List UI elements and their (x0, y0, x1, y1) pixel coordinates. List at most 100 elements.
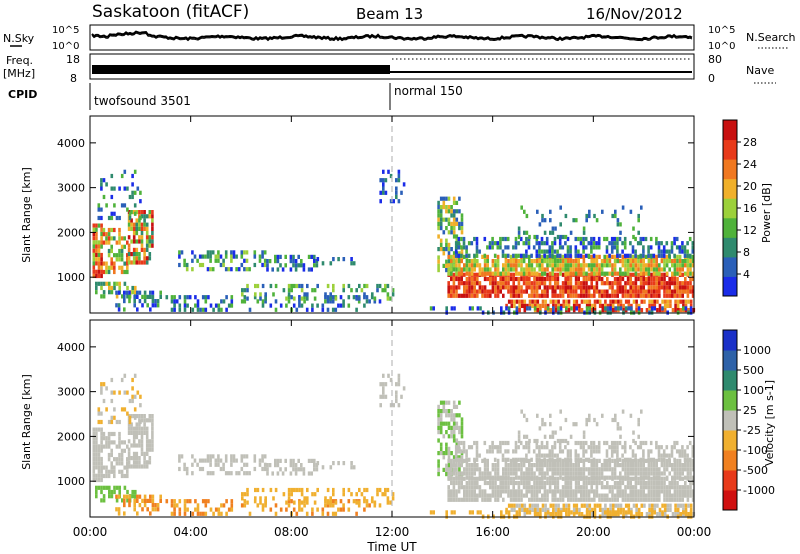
power-cell (686, 241, 689, 246)
velocity-cell (624, 475, 627, 480)
power-cell (675, 236, 679, 242)
velocity-cell (378, 503, 382, 508)
velocity-cell (463, 467, 466, 472)
velocity-cell (619, 471, 622, 476)
power-cell (102, 227, 106, 233)
power-cell (437, 209, 440, 214)
velocity-cell (541, 467, 544, 472)
power-cell (569, 276, 573, 282)
velocity-cell (647, 457, 650, 462)
velocity-cell (561, 485, 565, 490)
power-cell (470, 285, 474, 290)
power-cell (185, 267, 189, 272)
power-cell (97, 215, 101, 221)
velocity-cell (100, 419, 103, 425)
power-cell (668, 249, 671, 254)
velocity-cell (499, 440, 502, 446)
power-cell (460, 213, 464, 218)
velocity-cell (289, 471, 293, 476)
power-cell (608, 281, 612, 286)
velocity-cell (481, 458, 484, 463)
power-cell (143, 256, 146, 261)
power-cell (624, 271, 627, 276)
power-cell (454, 241, 458, 246)
power-cell (520, 303, 524, 308)
velocity-cell (183, 462, 186, 467)
power-cell (572, 267, 575, 272)
velocity-cell (193, 458, 197, 463)
velocity-cell (486, 449, 489, 454)
velocity-cell (135, 456, 139, 461)
power-cell (619, 276, 622, 282)
velocity-cell (115, 494, 118, 499)
velocity-cell (110, 377, 114, 383)
power-cell (585, 271, 588, 276)
velocity-cell (486, 480, 489, 486)
power-cell (678, 263, 682, 268)
power-cell (554, 293, 557, 298)
power-cell (337, 257, 340, 262)
power-cell (465, 293, 469, 298)
power-cell (339, 303, 343, 308)
power-cell (148, 256, 152, 261)
velocity-cell (556, 497, 560, 502)
velocity-cell (613, 480, 617, 486)
power-cell (243, 250, 246, 255)
power-cell (606, 254, 609, 259)
power-cell (95, 269, 98, 274)
velocity-cell (660, 457, 663, 462)
velocity-cell (535, 489, 539, 494)
velocity-cell (546, 510, 550, 515)
velocity-cell (624, 485, 627, 490)
power-cell (652, 271, 656, 276)
power-cell (97, 265, 101, 270)
velocity-cell (663, 467, 666, 472)
power-cell (232, 250, 236, 255)
velocity-cell (110, 390, 114, 395)
velocity-cell (691, 449, 695, 454)
power-cell (110, 290, 114, 295)
velocity-cell (630, 510, 633, 515)
velocity-cell (597, 440, 601, 446)
velocity-cell (535, 453, 539, 458)
velocity-cell (554, 458, 557, 463)
velocity-cell (138, 414, 141, 419)
power-cell (663, 285, 666, 290)
velocity-cell (639, 445, 643, 450)
velocity-cell (567, 493, 570, 498)
velocity-cell (460, 475, 463, 480)
power-cell (118, 236, 121, 241)
power-cell (562, 299, 566, 304)
velocity-cell (655, 485, 658, 490)
colorbar-swatch (723, 178, 737, 199)
power-cell (639, 236, 643, 242)
power-cell (298, 296, 301, 301)
power-cell (548, 271, 552, 276)
velocity-cell (429, 510, 433, 515)
power-cell (520, 263, 523, 268)
velocity-cell (102, 498, 106, 503)
power-cell (240, 262, 244, 268)
velocity-cell (115, 485, 119, 490)
power-cell (642, 293, 645, 298)
velocity-cell (483, 471, 487, 476)
power-cell (95, 290, 98, 295)
power-cell (647, 271, 651, 276)
velocity-cell (652, 457, 656, 462)
power-cell (131, 173, 134, 179)
velocity-cell (266, 463, 269, 468)
power-cell (632, 285, 635, 290)
velocity-cell (684, 489, 687, 494)
power-cell (145, 222, 149, 227)
power-cell (445, 226, 448, 231)
power-cell (681, 259, 684, 264)
velocity-cell (194, 507, 197, 512)
power-cell (637, 276, 640, 282)
velocity-cell (634, 485, 638, 490)
power-cell (661, 299, 664, 304)
power-cell (194, 303, 197, 308)
power-cell (528, 306, 532, 311)
velocity-cell (637, 467, 640, 472)
velocity-cell (559, 463, 562, 468)
velocity-cell (512, 493, 515, 498)
